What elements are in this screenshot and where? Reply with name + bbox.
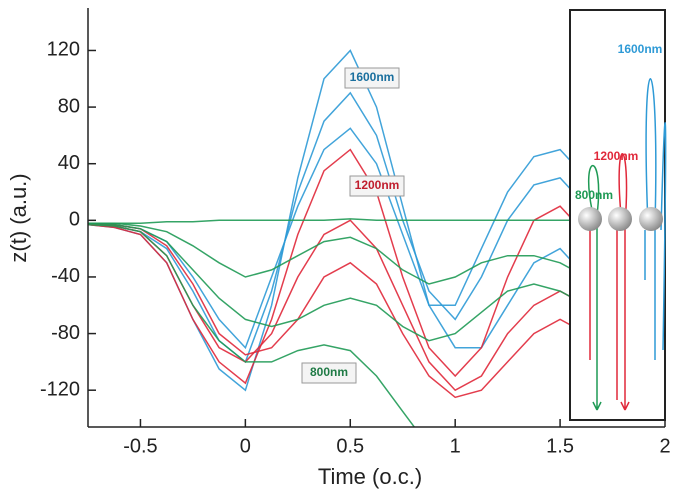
y-tick-label: -120 bbox=[40, 378, 80, 400]
y-tick-label: -80 bbox=[51, 322, 80, 344]
inset-arrow bbox=[589, 153, 630, 411]
inset-arrow bbox=[587, 165, 602, 411]
trajectory bbox=[88, 127, 665, 391]
inset-arrow bbox=[644, 78, 667, 360]
x-tick-label: -0.5 bbox=[123, 435, 157, 457]
trajectories bbox=[88, 49, 665, 427]
y-tick-label: 80 bbox=[58, 95, 80, 117]
inset-atom bbox=[639, 207, 663, 231]
x-axis-label: Time (o.c.) bbox=[318, 464, 422, 489]
y-tick-label: 40 bbox=[58, 152, 80, 174]
annotation-box bbox=[301, 362, 357, 384]
trajectory bbox=[88, 222, 665, 420]
annotation-box bbox=[349, 175, 405, 197]
trajectory bbox=[88, 91, 665, 364]
x-tick-label: 1 bbox=[450, 435, 461, 457]
x-tick-label: 0 bbox=[240, 435, 251, 457]
x-tick-label: 1.5 bbox=[546, 435, 574, 457]
inset-label: 800nm bbox=[575, 188, 613, 202]
inset-label: 1200nm bbox=[594, 149, 639, 163]
y-axis-label: z(t) (a.u.) bbox=[6, 173, 31, 262]
annotation: 1600nm bbox=[350, 70, 395, 84]
inset bbox=[569, 9, 667, 421]
annotation: 1200nm bbox=[355, 178, 400, 192]
y-tick-label: -40 bbox=[51, 265, 80, 287]
trajectory bbox=[88, 218, 665, 224]
y-tick-label: 120 bbox=[47, 39, 80, 61]
inset-atom bbox=[608, 207, 632, 231]
annotation-box bbox=[344, 67, 400, 89]
annotation: 800nm bbox=[310, 365, 348, 379]
x-tick-label: 0.5 bbox=[336, 435, 364, 457]
trajectory bbox=[88, 223, 416, 427]
x-tick-label: 2 bbox=[659, 435, 670, 457]
inset-atom bbox=[578, 207, 602, 231]
trajectory bbox=[88, 222, 665, 349]
trajectory bbox=[88, 222, 665, 307]
inset-label: 1600nm bbox=[618, 42, 663, 56]
y-tick-label: 0 bbox=[69, 209, 80, 231]
